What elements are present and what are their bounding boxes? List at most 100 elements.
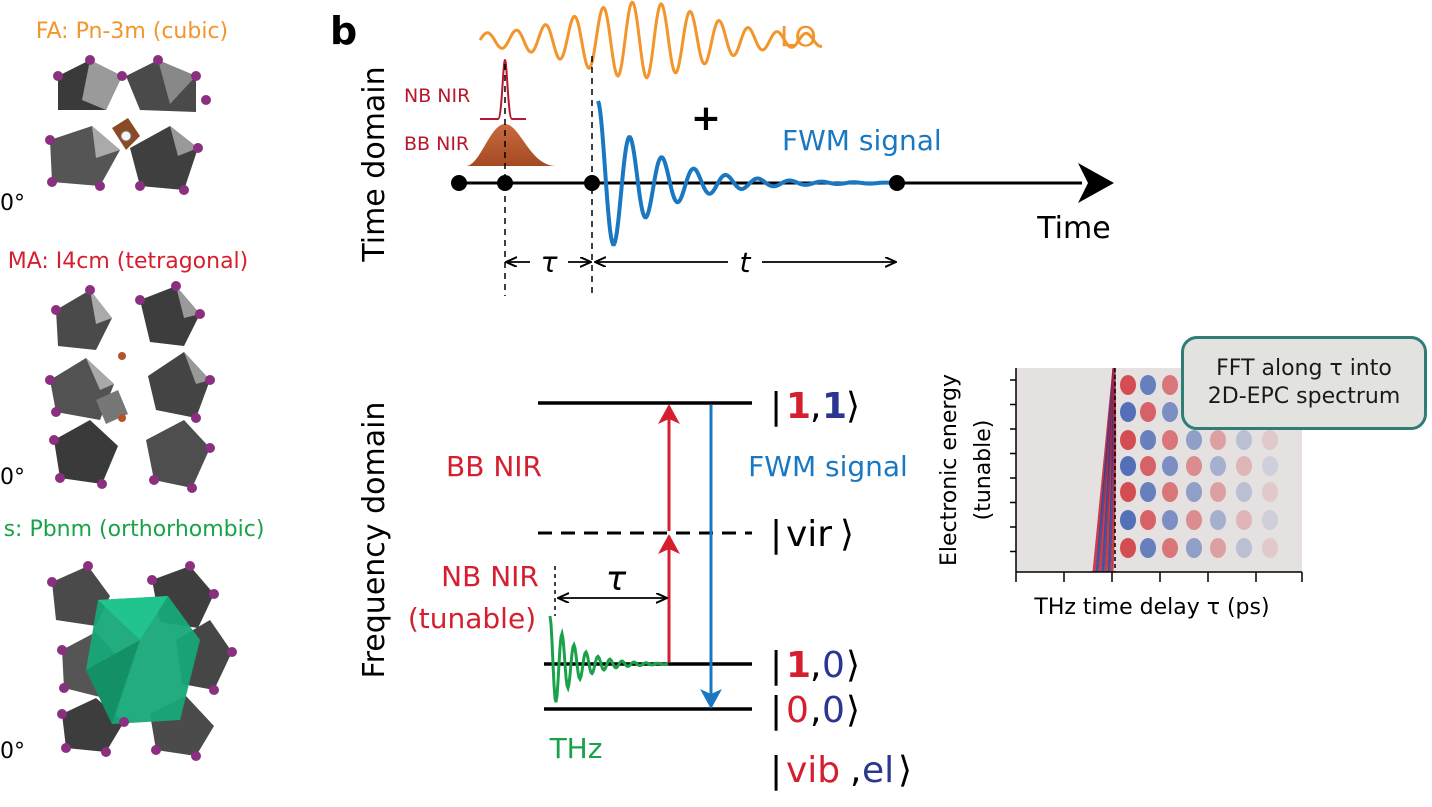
spectrum-negative-feature [1120, 510, 1136, 530]
tetragonal-structure-image [50, 286, 210, 488]
time-label: Time [1036, 211, 1110, 246]
spectrum-xlabel: THz time delay τ (ps) [1033, 595, 1269, 620]
t-label: t [740, 246, 752, 279]
spectrum-negative-feature [1140, 430, 1156, 450]
spectrum-positive-feature [1140, 456, 1156, 476]
orthorhombic-structure-image [52, 566, 232, 756]
tau-label-freq: τ [606, 559, 627, 599]
atom-dots [45, 55, 237, 761]
fwm-signal-label-freq: FWM signal [748, 450, 908, 483]
svg-text:|: | [770, 645, 782, 686]
spectrum-positive-feature [1120, 430, 1136, 450]
structure-label-cs: s: Pbnm (orthorhombic) [4, 517, 265, 542]
lo-label: LO [780, 20, 817, 53]
spectrum-negative-feature [1140, 538, 1156, 558]
ket-11-el: 1 [822, 386, 847, 427]
spectrum-positive-feature [1236, 510, 1252, 530]
spectrum-positive-feature [1162, 538, 1178, 558]
spectrum-ticks [1010, 379, 1303, 582]
svg-text:⟩: ⟩ [846, 645, 860, 686]
spectrum-positive-feature [1210, 482, 1226, 502]
ket-00-vib: 0 [786, 690, 809, 731]
svg-text:,: , [810, 690, 821, 731]
svg-text:|: | [770, 514, 782, 555]
spectrum-positive-feature [1162, 482, 1178, 502]
lo-wave [478, 0, 823, 80]
ket-10: | 1 , 0 ⟩ [770, 645, 860, 686]
ket-11-vib: 1 [786, 386, 811, 427]
structure-label-ma: MA: I4cm (tetragonal) [8, 249, 249, 274]
spectrum-ylabel-line1: Electronic energy [937, 374, 962, 566]
spectrum-positive-feature [1120, 375, 1136, 395]
axis-dot [497, 175, 513, 191]
tau-label-time: τ [541, 246, 558, 279]
panel-letter: b [330, 9, 357, 53]
axis-dot [584, 175, 600, 191]
ket-vibel-el: el [862, 750, 894, 791]
angle-fragment-3: 0° [0, 739, 25, 764]
fft-callout-line1: FFT along τ into [1216, 356, 1392, 381]
svg-text:|: | [770, 386, 782, 427]
spectrum-positive-feature [1120, 538, 1136, 558]
fft-callout: FFT along τ into 2D-EPC spectrum [1181, 336, 1427, 430]
spectrum-negative-feature [1162, 402, 1178, 422]
spectrum-negative-feature [1140, 482, 1156, 502]
svg-text:,: , [810, 386, 821, 427]
spectrum-positive-feature [1140, 402, 1156, 422]
spectrum-positive-feature [1236, 456, 1252, 476]
spectrum-negative-feature [1162, 456, 1178, 476]
spectrum-negative-feature [1186, 482, 1202, 502]
bb-nir-pulse-label: BB NIR [404, 133, 469, 155]
svg-text:⟩: ⟩ [898, 750, 912, 791]
spectrum-positive-feature [1186, 456, 1202, 476]
bb-nir-pulse [466, 124, 556, 166]
ket-vir: | vir ⟩ [770, 514, 854, 555]
frequency-domain-axis-label: Frequency domain [357, 402, 392, 679]
spectrum-negative-feature [1236, 430, 1252, 450]
spectrum-positive-feature [1262, 482, 1278, 502]
svg-text:|: | [770, 690, 782, 731]
thz-label: THz [549, 732, 603, 765]
spectrum-positive-feature [1210, 538, 1226, 558]
angle-fragment-1: 0° [0, 191, 25, 216]
svg-text:|: | [770, 750, 782, 791]
left-panel: FA: Pn-3m (cubic) MA: I4cm (tetragonal) … [0, 19, 264, 764]
axis-dot [889, 175, 905, 191]
bb-nir-label: BB NIR [446, 450, 542, 483]
plus-sign: + [691, 98, 721, 139]
ket-10-vib: 1 [786, 645, 811, 686]
spectrum-negative-feature [1186, 538, 1202, 558]
spectrum-positive-feature [1262, 538, 1278, 558]
time-axis-arrowhead [1078, 163, 1114, 203]
thz-wave [548, 615, 669, 703]
spectrum-positive-feature [1162, 375, 1178, 395]
ket-00: | 0 , 0 ⟩ [770, 690, 860, 731]
ket-vibel: | vib , el ⟩ [770, 750, 912, 791]
ket-11: | 1 , 1 ⟩ [770, 386, 860, 427]
svg-text:,: , [810, 645, 821, 686]
spectrum-negative-feature [1120, 402, 1136, 422]
angle-fragment-2: 0° [0, 465, 25, 490]
fwm-signal-label-time: FWM signal [782, 124, 942, 157]
spectrum-negative-feature [1210, 510, 1226, 530]
nb-nir-label: NB NIR [441, 560, 539, 593]
spectrum-positive-feature [1140, 510, 1156, 530]
tunable-label: (tunable) [408, 602, 536, 635]
nb-nir-pulse [480, 58, 526, 120]
structure-label-fa: FA: Pn-3m (cubic) [36, 19, 228, 44]
spectrum-negative-feature [1236, 538, 1252, 558]
ket-10-el: 0 [822, 645, 845, 686]
svg-text:⟩: ⟩ [840, 514, 854, 555]
spectrum-positive-feature [1162, 430, 1178, 450]
axis-dot [451, 175, 467, 191]
cubic-structure-image [50, 60, 198, 190]
ket-vibel-vib: vib [786, 750, 840, 791]
fwm-wave [596, 100, 896, 247]
spectrum-negative-feature [1186, 430, 1202, 450]
spectrum-ylabel-line2: (tunable) [971, 420, 996, 521]
svg-text:⟩: ⟩ [846, 690, 860, 731]
ket-00-el: 0 [822, 690, 845, 731]
svg-text:,: , [850, 750, 861, 791]
spectrum-negative-feature [1210, 456, 1226, 476]
ket-vir-label: vir [786, 514, 832, 555]
